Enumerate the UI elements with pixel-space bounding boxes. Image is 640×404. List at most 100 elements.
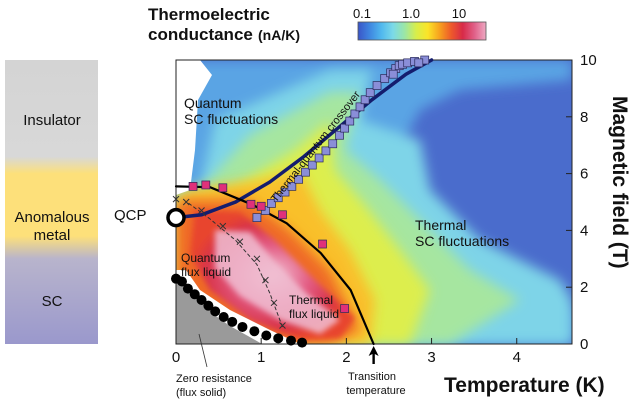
qcp-label: QCP	[114, 207, 147, 224]
point-zero-resistance-11	[261, 330, 272, 341]
point-flux-liquid-8	[279, 322, 286, 329]
point-flux-liquid-7	[270, 299, 278, 307]
point-onset-14	[345, 116, 355, 126]
annotation-thermal-sc-line1: Thermal	[415, 217, 466, 233]
colorbar-tick-1: 1.0	[402, 6, 420, 21]
point-zero-resistance-5	[203, 300, 214, 311]
y-axis-label: Magnetic field (T)	[608, 96, 631, 269]
point-onset-7	[301, 167, 310, 177]
y-axis: 0 2 4 6 8 10	[566, 52, 597, 353]
point-flux-liquid-5	[253, 255, 261, 263]
y-tick-label-3: 6	[580, 166, 588, 183]
point-transition-5	[278, 210, 287, 220]
point-transition-2	[218, 183, 228, 193]
curve-thermal-quantum-crossover	[174, 58, 434, 220]
y-tick-label-5: 10	[580, 52, 597, 69]
point-zero-resistance-3	[189, 289, 200, 300]
point-transition-3	[246, 199, 256, 209]
phase-label-sc: SC	[42, 293, 63, 310]
point-onset-17	[360, 95, 370, 105]
point-zero-resistance-9	[237, 321, 248, 332]
point-onset-28	[388, 69, 398, 79]
annotation-thermal-sc-line2: SC fluctuations	[415, 233, 509, 249]
point-onset-13	[340, 123, 350, 133]
annotation-quantum-sc-line1: Quantum	[184, 95, 242, 111]
colorbar: Thermoelectric conductance (nA/K) 0.1 1.…	[148, 5, 487, 44]
y-tick-label-2: 4	[580, 222, 588, 239]
point-onset-11	[328, 139, 338, 149]
point-onset-8	[307, 160, 317, 170]
phase-bar-fill	[5, 60, 98, 344]
point-transition-1	[201, 180, 211, 190]
point-onset-5	[287, 182, 297, 191]
zero-res-pointer	[198, 333, 208, 368]
point-onset-12	[335, 130, 344, 140]
annotation-quantum-flux-line1: Quantum	[181, 251, 230, 265]
point-onset-10	[321, 146, 331, 156]
point-flux-liquid-3	[219, 222, 227, 230]
x-axis-label: Temperature (K)	[444, 374, 605, 397]
point-zero-resistance-10	[249, 326, 260, 337]
point-flux-liquid-1	[182, 198, 190, 206]
y-tick-label-4: 8	[580, 109, 588, 126]
x-tick-label-2: 2	[342, 349, 350, 366]
point-transition-0	[188, 182, 198, 191]
x-tick-label-3: 3	[427, 349, 435, 366]
point-onset-16	[355, 102, 365, 112]
x-tick-label-0: 0	[172, 349, 180, 366]
qcp-marker	[166, 207, 186, 228]
annotation-thermal-flux-line2: flux liquid	[289, 307, 339, 321]
annotation-zero-res-line2: (flux solid)	[176, 387, 226, 399]
point-zero-resistance-1	[176, 276, 187, 287]
point-zero-resistance-14	[297, 337, 308, 348]
x-tick-label-4: 4	[513, 349, 521, 366]
x-axis: 0 1 2 3 4	[172, 338, 521, 366]
y-tick-label-1: 2	[580, 279, 588, 296]
point-transition-6	[318, 239, 327, 249]
point-transition-7	[340, 304, 350, 313]
colorbar-tick-2: 10	[452, 6, 466, 21]
annotation-transition-line2: temperature	[346, 385, 405, 397]
colorbar-tick-0: 0.1	[353, 6, 371, 21]
point-transition-4	[256, 201, 266, 211]
point-onset-15	[350, 109, 360, 119]
point-zero-resistance-4	[196, 294, 207, 305]
phase-label-insulator: Insulator	[23, 112, 81, 129]
curve-flux-liquid-line	[188, 202, 283, 328]
annotation-zero-res-line1: Zero resistance	[176, 373, 252, 385]
point-onset-0	[252, 213, 262, 222]
point-zero-resistance-6	[210, 306, 221, 317]
markers	[171, 55, 430, 348]
point-onset-29	[414, 58, 424, 68]
colorbar-strip	[357, 21, 487, 41]
phase-label-metal: metal	[34, 227, 71, 244]
point-zero-resistance-7	[218, 312, 229, 323]
point-onset-4	[280, 187, 290, 197]
colorbar-title-line2: conductance	[148, 25, 253, 44]
colorbar-title-line1: Thermoelectric	[148, 5, 270, 24]
annotation-quantum-sc-line2: SC fluctuations	[184, 111, 278, 127]
point-zero-resistance-12	[273, 333, 284, 344]
point-onset-6	[294, 174, 304, 184]
annotation-quantum-flux-line2: flux liquid	[181, 265, 231, 279]
point-onset-19	[372, 81, 382, 90]
point-onset-20	[380, 74, 390, 83]
annotation-thermal-flux-line1: Thermal	[289, 293, 333, 307]
annotation-transition-line1: Transition	[348, 371, 396, 383]
point-onset-9	[314, 153, 324, 163]
phase-label-anomalous: Anomalous	[14, 209, 89, 226]
y-tick-label-0: 0	[580, 336, 588, 353]
point-onset-18	[365, 88, 375, 98]
point-onset-3	[273, 193, 283, 203]
x-tick-label-1: 1	[257, 349, 265, 366]
point-onset-2	[267, 199, 276, 208]
point-flux-liquid-4	[236, 238, 244, 246]
point-zero-resistance-13	[285, 335, 296, 346]
point-zero-resistance-8	[227, 316, 238, 327]
point-zero-resistance-2	[182, 283, 193, 294]
heatmap	[176, 60, 572, 344]
transition-arrow	[368, 346, 379, 364]
colorbar-unit: (nA/K)	[258, 27, 300, 43]
phase-bar: Insulator Anomalous metal SC	[5, 60, 98, 344]
